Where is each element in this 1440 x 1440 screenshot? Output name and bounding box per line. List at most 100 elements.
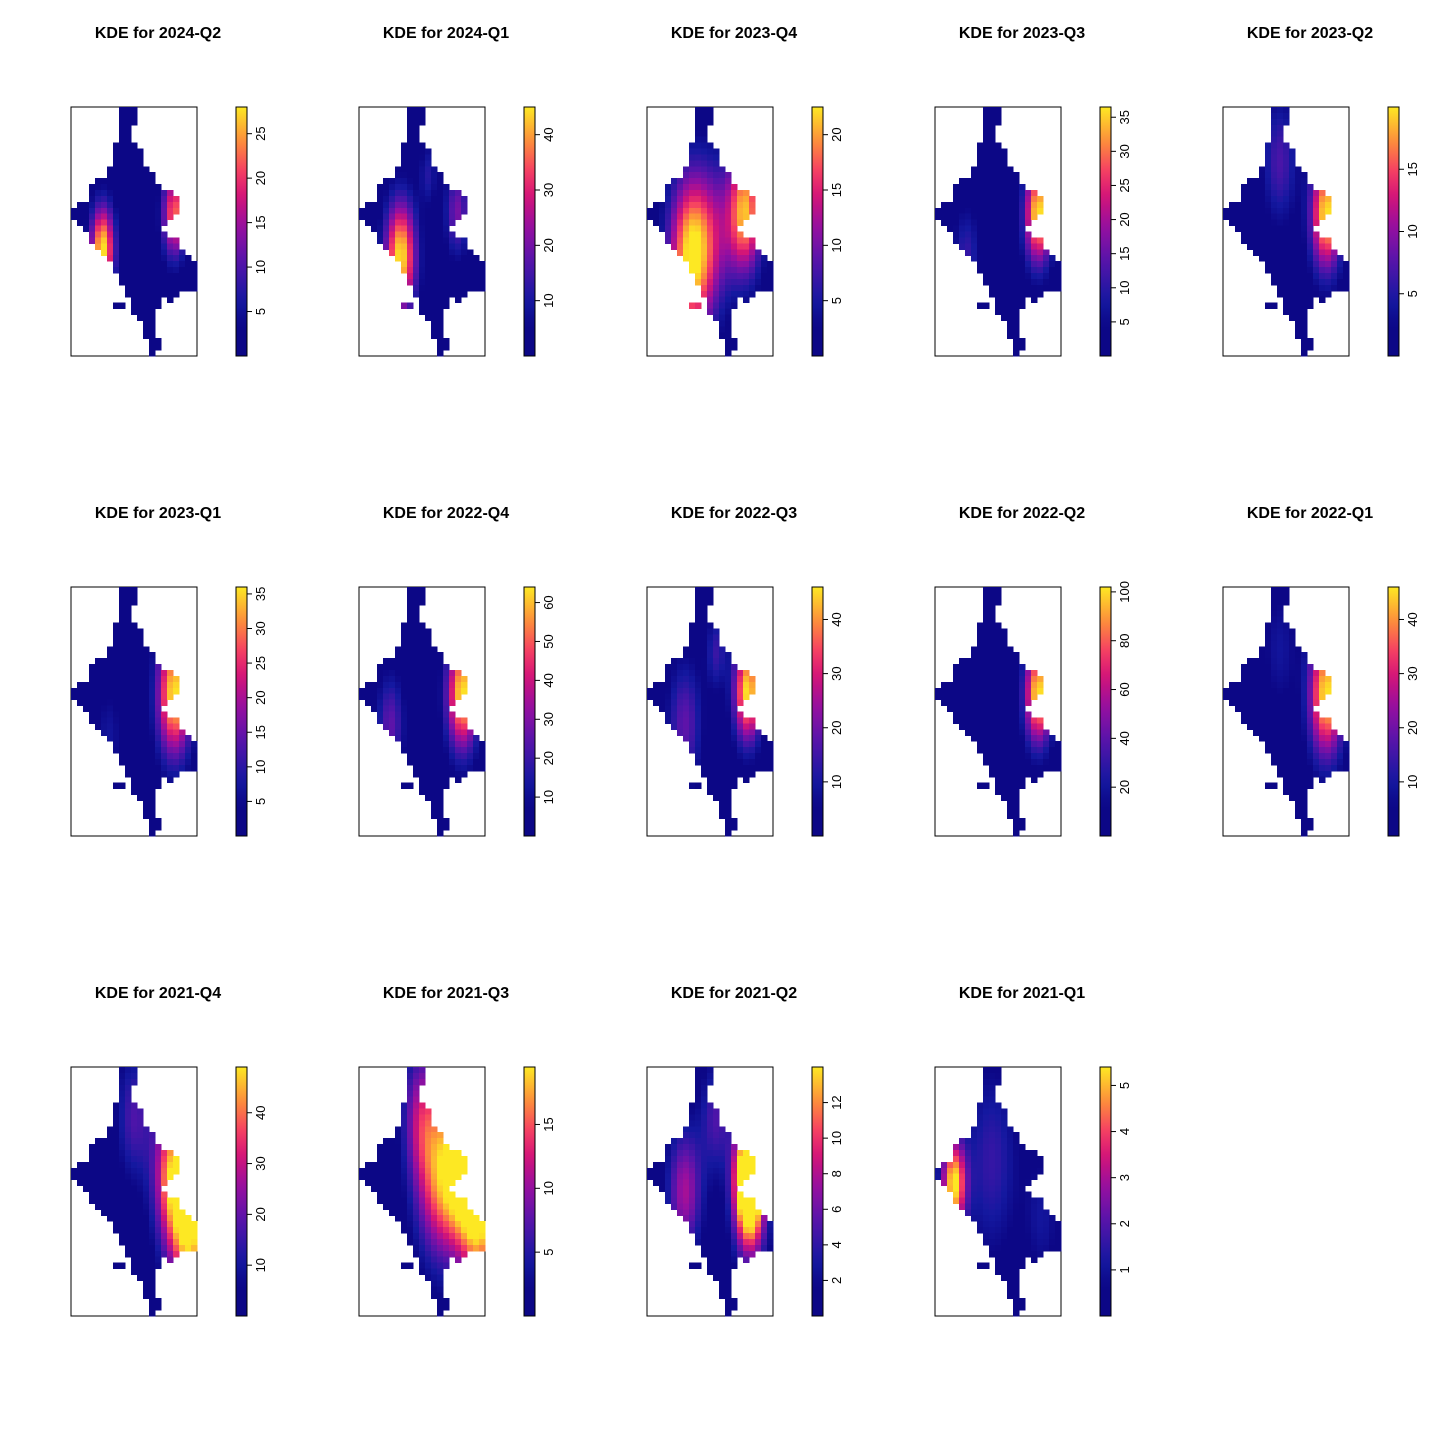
density-cell [419,1215,426,1222]
density-cell [1013,723,1020,730]
density-cell [101,184,108,191]
density-cell [107,717,114,724]
density-cell [755,1244,762,1252]
density-cell [995,213,1002,221]
density-cell [695,107,702,114]
density-cell [89,231,96,239]
density-cell [689,1150,696,1157]
density-cell [935,1173,942,1181]
density-cell [1313,723,1320,730]
density-cell [695,112,702,120]
density-cell [137,302,144,310]
density-cell [1301,664,1308,671]
density-cell [1049,261,1056,268]
density-cell [1025,770,1032,778]
density-cell [143,249,150,256]
density-cell [959,190,966,197]
density-cell [395,255,402,262]
density-cell [1013,794,1020,802]
density-cell [125,1215,132,1222]
density-cell [125,154,132,161]
density-cell [689,1144,696,1151]
density-cell [1043,729,1050,736]
density-cell [1301,308,1308,316]
density-cell [689,195,696,203]
density-cell [149,296,156,304]
density-cell [701,1108,708,1116]
density-cell [113,1132,120,1139]
density-raster [359,107,486,357]
density-cell [377,1144,384,1151]
density-cell [407,604,414,612]
density-cell [119,604,126,612]
density-cell [695,201,702,209]
density-cell [695,753,702,760]
density-cell [725,717,732,724]
density-cell [431,237,438,244]
density-cell [959,1173,966,1181]
density-cell [401,782,408,790]
density-cell [419,1126,426,1133]
density-cell [1331,255,1338,262]
density-cell [1313,693,1320,701]
density-cell [971,249,978,256]
density-cell [989,1173,996,1181]
density-cell [995,1078,1002,1086]
density-cell [401,178,408,185]
density-cell [713,290,720,298]
density-cell [377,687,384,695]
density-cell [1289,213,1296,221]
density-cell [431,687,438,695]
density-cell [119,255,126,262]
density-cell [983,160,990,167]
density-cell [443,735,450,742]
density-cell [137,782,144,790]
density-cell [701,1233,708,1240]
density-cell [743,1256,750,1264]
density-cell [125,1132,132,1139]
density-cell [113,142,120,150]
density-cell [731,273,738,280]
density-cell [719,296,726,304]
density-cell [1277,687,1284,695]
density-cell [1313,764,1320,772]
density-cell [713,658,720,665]
density-cell [1001,273,1008,280]
density-cell [437,764,444,772]
density-cell [131,1108,138,1116]
density-cell [383,699,390,707]
density-cell [1331,753,1338,760]
density-cell [1295,652,1302,659]
density-cell [1283,207,1290,215]
density-cell [743,290,750,298]
density-cell [689,729,696,736]
density-cell [977,249,984,256]
density-cell [725,350,732,357]
density-cell [1283,622,1290,630]
density-cell [107,1144,114,1151]
density-cell [413,735,420,742]
density-cell [191,278,198,286]
density-cell [965,670,972,677]
density-cell [101,1185,108,1193]
density-cell [1001,670,1008,677]
density-cell [743,284,750,292]
density-cell [431,776,438,784]
density-cell [1013,753,1020,760]
density-cell [695,622,702,630]
density-cell [1301,681,1308,689]
density-cell [407,628,414,636]
density-cell [425,290,432,298]
density-cell [137,675,144,683]
density-cell [1271,664,1278,671]
density-cell [119,1114,126,1121]
density-cell [143,693,150,701]
density-cell [659,1185,666,1193]
density-cell [1307,664,1314,671]
density-cell [689,1114,696,1121]
density-cell [419,201,426,209]
density-cell [1049,284,1056,292]
density-cell [1043,278,1050,286]
density-cell [143,770,150,778]
